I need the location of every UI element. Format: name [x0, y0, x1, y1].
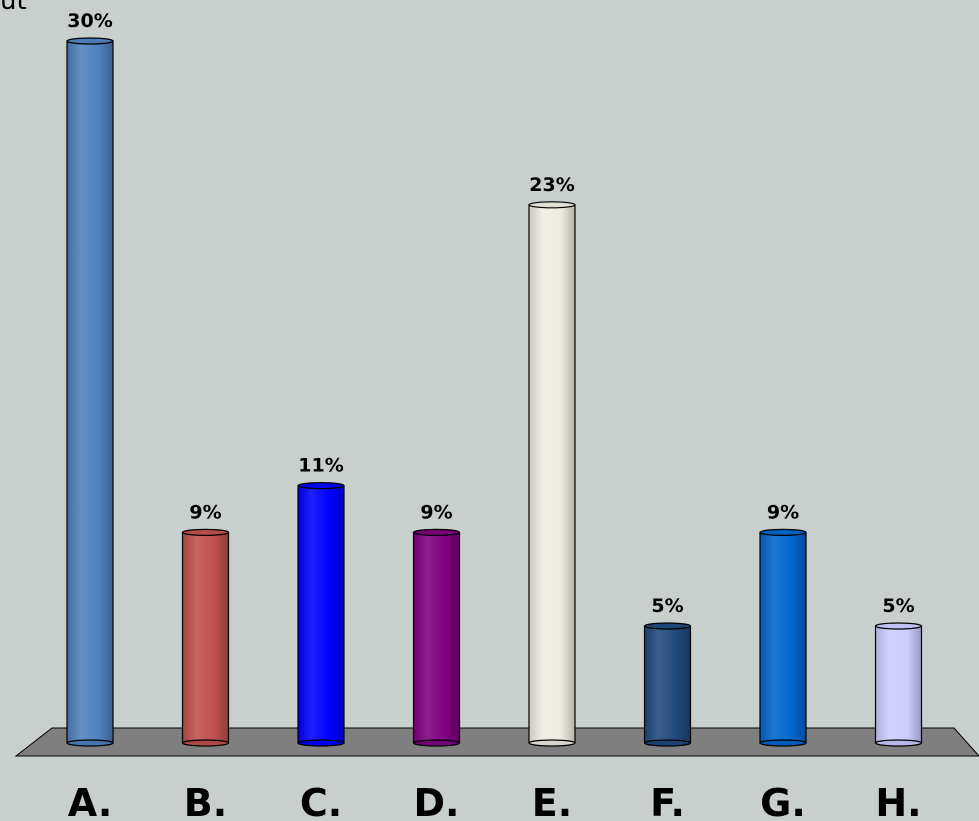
bar-top-cap [874, 622, 923, 630]
bar-top-cap [412, 528, 461, 537]
category-label: A. [68, 781, 113, 821]
bar-h [874, 622, 923, 747]
bar-bottom-cap [297, 739, 345, 747]
bar-d [412, 528, 461, 747]
value-label: 30% [67, 10, 112, 32]
category-labels-layer: A. B. C. D. E. F. G. H. [68, 781, 922, 821]
category-label: E. [532, 781, 572, 821]
bar-b [181, 528, 230, 747]
bar-bottom-cap [759, 739, 807, 747]
bar-a [66, 37, 114, 747]
bar-body [528, 204, 576, 744]
value-label: 23% [529, 174, 574, 196]
bar-f [643, 622, 692, 747]
category-label: B. [184, 781, 227, 821]
category-label: C. [300, 781, 342, 821]
bar-body [874, 625, 923, 744]
value-label: 9% [189, 501, 221, 523]
value-labels-layer: 30% 9% 11% 9% 23% 5% 9% 5% [67, 10, 914, 617]
bar-body [181, 531, 230, 744]
bar-body [759, 531, 807, 744]
value-label: 9% [420, 501, 452, 523]
value-label: 11% [298, 455, 343, 477]
bar-top-cap [297, 482, 345, 490]
category-label: F. [650, 781, 685, 821]
bar-e [528, 201, 576, 747]
value-label: 9% [767, 501, 799, 523]
bar-top-cap [759, 528, 807, 537]
corner-text-fragment: ut [0, 0, 27, 16]
chart-floor [14, 727, 979, 757]
value-label: 5% [882, 595, 914, 617]
bar-bottom-cap [643, 739, 692, 747]
bar-body [412, 531, 461, 744]
bar-top-cap [528, 201, 576, 209]
bar-body [297, 485, 345, 744]
bar-top-cap [643, 622, 692, 630]
bar-bottom-cap [874, 739, 923, 747]
bar-c [297, 482, 345, 747]
category-label: G. [760, 781, 806, 821]
bar-body [66, 40, 114, 744]
bar-bottom-cap [412, 739, 461, 747]
bars-layer [66, 37, 923, 747]
bar-bottom-cap [181, 739, 230, 747]
bar-bottom-cap [528, 739, 576, 747]
bar-top-cap [66, 37, 114, 45]
bar-body [643, 625, 692, 744]
bar-top-cap [181, 528, 230, 537]
category-label: D. [414, 781, 460, 821]
bar-g [759, 528, 807, 747]
bar-bottom-cap [66, 739, 114, 747]
value-label: 5% [651, 595, 683, 617]
category-label: H. [875, 781, 921, 821]
